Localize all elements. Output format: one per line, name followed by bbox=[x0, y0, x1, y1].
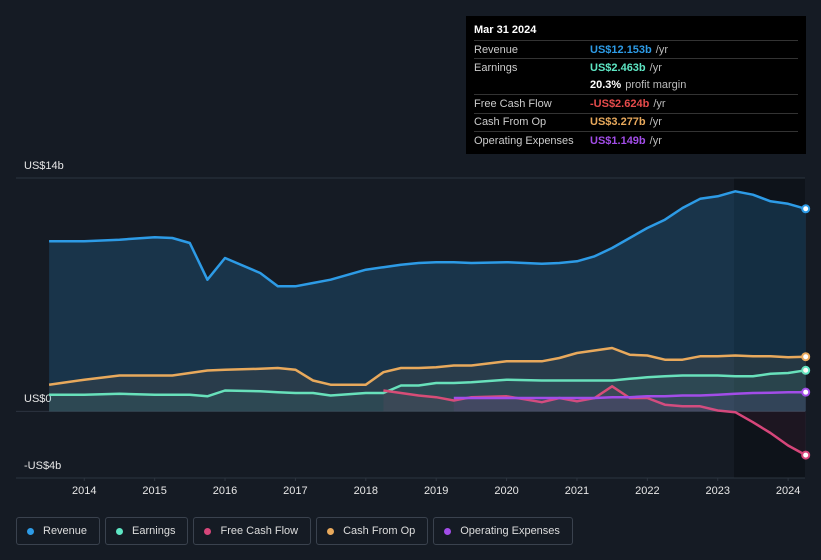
legend-item[interactable]: Earnings bbox=[105, 517, 189, 545]
legend-item[interactable]: Cash From Op bbox=[316, 517, 429, 545]
tooltip-suffix: /yr bbox=[649, 62, 662, 75]
legend: Revenue Earnings Free Cash Flow Cash From O… bbox=[16, 517, 573, 545]
tooltip-suffix: /yr bbox=[649, 116, 662, 129]
tooltip-value: US$1.149b bbox=[590, 134, 646, 147]
tooltip-label: Free Cash Flow bbox=[474, 97, 552, 110]
x-tick-label: 2022 bbox=[635, 485, 659, 497]
series-line bbox=[48, 346, 806, 386]
legend-label: Cash From Op bbox=[343, 525, 416, 537]
tooltip: Mar 31 2024 Revenue US$12.153b/yr Earnings… bbox=[466, 16, 806, 154]
series-line bbox=[49, 369, 806, 398]
legend-item[interactable]: Revenue bbox=[16, 517, 101, 545]
tooltip-label: Earnings bbox=[474, 62, 518, 75]
tooltip-label: Operating Expenses bbox=[474, 134, 574, 147]
legend-label: Free Cash Flow bbox=[220, 525, 299, 537]
x-tick-label: 2019 bbox=[424, 485, 448, 497]
tooltip-value: -US$2.624b bbox=[590, 97, 650, 110]
end-point bbox=[801, 450, 811, 460]
tooltip-label: Cash From Op bbox=[474, 116, 547, 129]
series-line bbox=[453, 390, 806, 400]
x-tick-label: 2017 bbox=[283, 485, 307, 497]
end-point bbox=[801, 352, 811, 362]
x-tick-label: 2023 bbox=[705, 485, 729, 497]
tooltip-row: Free Cash Flow -US$2.624b/yr bbox=[474, 94, 798, 112]
legend-dot bbox=[27, 527, 34, 535]
series-line bbox=[383, 385, 807, 457]
margin-text: profit margin bbox=[625, 79, 687, 92]
legend-dot bbox=[327, 527, 335, 535]
x-tick-label: 2015 bbox=[142, 485, 166, 497]
x-tick-label: 2016 bbox=[213, 485, 237, 497]
legend-label: Earnings bbox=[132, 525, 176, 537]
tooltip-suffix: /yr bbox=[653, 97, 666, 110]
tooltip-suffix: /yr bbox=[649, 134, 662, 147]
legend-label: Operating Expenses bbox=[460, 525, 560, 537]
x-tick-label: 2021 bbox=[565, 485, 589, 497]
legend-dot bbox=[444, 527, 452, 535]
tooltip-value: US$12.153b bbox=[590, 43, 652, 56]
tooltip-row: Operating Expenses US$1.149b/yr bbox=[474, 130, 798, 149]
x-tick-label: 2020 bbox=[494, 485, 518, 497]
series-area bbox=[49, 348, 806, 412]
legend-item[interactable]: Free Cash Flow bbox=[193, 517, 312, 545]
end-point bbox=[801, 387, 811, 397]
recent-shade bbox=[734, 178, 805, 478]
x-tick-label: 2024 bbox=[776, 485, 800, 497]
y-tick-label: US$14b bbox=[24, 160, 64, 172]
end-point bbox=[801, 204, 811, 214]
x-tick-label: 2018 bbox=[354, 485, 378, 497]
tooltip-date: Mar 31 2024 bbox=[474, 24, 537, 36]
tooltip-suffix: /yr bbox=[655, 43, 668, 56]
legend-dot bbox=[116, 527, 124, 535]
series-area bbox=[383, 386, 806, 456]
legend-item[interactable]: Operating Expenses bbox=[433, 517, 573, 545]
tooltip-value: US$3.277b bbox=[590, 116, 646, 129]
y-tick-label: US$0 bbox=[24, 393, 52, 405]
tooltip-row: Cash From Op US$3.277b/yr bbox=[474, 112, 798, 131]
end-point bbox=[801, 365, 811, 375]
tooltip-label: Revenue bbox=[474, 43, 519, 56]
legend-dot bbox=[204, 527, 212, 535]
tooltip-value: US$2.463b bbox=[590, 62, 646, 75]
series-area bbox=[453, 392, 806, 412]
legend-label: Revenue bbox=[43, 525, 88, 537]
x-tick-label: 2014 bbox=[72, 485, 96, 497]
series-line bbox=[49, 190, 807, 288]
margin-value: 20.3% bbox=[590, 79, 622, 92]
y-tick-label: -US$4b bbox=[24, 460, 61, 472]
tooltip-row: Revenue US$12.153b/yr bbox=[474, 40, 798, 58]
tooltip-row: Earnings US$2.463b/yr bbox=[474, 58, 798, 76]
tooltip-row: 20.3% profit margin bbox=[474, 77, 798, 94]
